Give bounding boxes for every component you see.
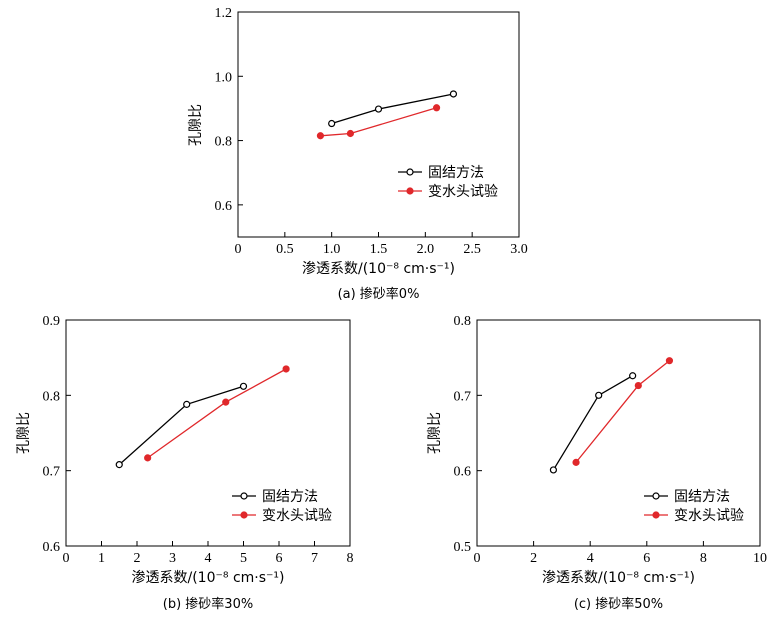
y-tick-label: 0.8 — [43, 389, 61, 404]
x-tick-label: 2 — [530, 551, 537, 566]
x-axis-label: 渗透系数/(10⁻⁸ cm·s⁻¹) — [302, 261, 455, 277]
x-tick-label: 2.5 — [463, 242, 481, 257]
y-axis-label: 孔隙比 — [427, 412, 443, 454]
x-tick-label: 5 — [240, 551, 247, 566]
legend-label: 变水头试验 — [262, 508, 332, 524]
legend-marker — [652, 492, 660, 500]
data-point — [115, 461, 123, 469]
x-tick-label: 0 — [235, 242, 242, 257]
legend-label: 变水头试验 — [674, 508, 744, 524]
legend-marker — [652, 511, 660, 519]
chart-caption: (c) 掺砂率50% — [574, 596, 663, 612]
chart-caption: (b) 掺砂率30% — [163, 596, 253, 612]
x-tick-label: 0.5 — [276, 242, 294, 257]
x-tick-label: 1.5 — [370, 242, 388, 257]
x-axis-label: 渗透系数/(10⁻⁸ cm·s⁻¹) — [542, 570, 695, 586]
x-tick-label: 8 — [700, 551, 707, 566]
data-point — [183, 400, 191, 408]
data-point — [432, 104, 441, 112]
data-point — [328, 119, 336, 128]
legend-label: 固结方法 — [674, 489, 730, 505]
y-axis-label: 孔隙比 — [188, 104, 204, 146]
y-tick-label: 0.5 — [454, 540, 472, 555]
data-point — [282, 365, 290, 373]
x-tick-label: 3.0 — [510, 242, 528, 257]
series-line-2 — [147, 368, 287, 459]
series-line-2 — [575, 360, 670, 463]
x-tick-label: 3 — [169, 551, 176, 566]
x-tick-label: 2 — [134, 551, 141, 566]
y-tick-label: 0.6 — [215, 199, 233, 214]
data-point — [346, 129, 354, 138]
y-tick-label: 0.7 — [43, 465, 61, 480]
series-line-1 — [118, 385, 244, 466]
legend-marker — [240, 492, 248, 500]
data-point — [549, 466, 558, 474]
x-tick-label: 6 — [276, 551, 283, 566]
y-tick-label: 0.7 — [454, 389, 472, 404]
chart-panel-3: 0 2 4 6 8 10 0.5 0.6 0.7 0.8 渗透系数/(10⁻⁸ cm·s⁻¹) 孔隙比… — [427, 314, 767, 612]
data-point — [572, 458, 580, 466]
legend-marker — [406, 168, 414, 176]
data-point — [629, 372, 637, 380]
y-tick-label: 0.9 — [43, 314, 61, 329]
y-tick-label: 0.8 — [454, 314, 472, 329]
x-tick-label: 6 — [643, 551, 650, 566]
y-tick-label: 1.0 — [215, 70, 233, 85]
legend-marker — [240, 511, 248, 519]
x-tick-label: 4 — [587, 551, 594, 566]
x-tick-label: 10 — [753, 551, 767, 566]
chart-panel-2: 0 1 2 3 4 5 6 7 8 0.6 0.7 0.8 0.9 渗透系数/(10⁻⁸ cm·s⁻¹) 孔… — [16, 314, 354, 612]
y-tick-label: 0.6 — [454, 465, 472, 480]
data-point — [665, 357, 674, 365]
chart-panel-1: 0 0.5 1.0 1.5 2.0 2.5 3.0 0.6 0.8 1.0 1.2 渗透系数/(10⁻… — [188, 6, 528, 302]
legend-marker — [406, 187, 414, 195]
x-tick-label: 2.0 — [417, 242, 435, 257]
x-tick-label: 8 — [347, 551, 354, 566]
data-point — [222, 398, 230, 406]
x-tick-label: 7 — [311, 551, 318, 566]
x-tick-label: 1.0 — [323, 242, 341, 257]
data-point — [144, 454, 152, 462]
plot-frame — [476, 319, 761, 547]
legend-label: 固结方法 — [262, 489, 318, 505]
y-tick-label: 1.2 — [215, 6, 233, 21]
data-point — [239, 382, 248, 390]
x-tick-label: 4 — [205, 551, 212, 566]
data-point — [374, 105, 383, 113]
x-axis-label: 渗透系数/(10⁻⁸ cm·s⁻¹) — [132, 570, 285, 586]
x-tick-label: 0 — [474, 551, 481, 566]
chart-caption: (a) 掺砂率0% — [338, 286, 420, 302]
y-tick-label: 0.8 — [215, 135, 233, 150]
series-line-1 — [552, 375, 633, 471]
y-axis-label: 孔隙比 — [16, 412, 32, 454]
data-point — [595, 391, 603, 399]
data-point — [449, 90, 458, 98]
data-point — [316, 132, 325, 140]
y-tick-label: 0.6 — [43, 540, 61, 555]
legend-label: 变水头试验 — [428, 184, 498, 200]
data-point — [634, 381, 642, 390]
legend-label: 固结方法 — [428, 165, 484, 181]
x-tick-label: 1 — [98, 551, 105, 566]
x-tick-label: 0 — [63, 551, 70, 566]
